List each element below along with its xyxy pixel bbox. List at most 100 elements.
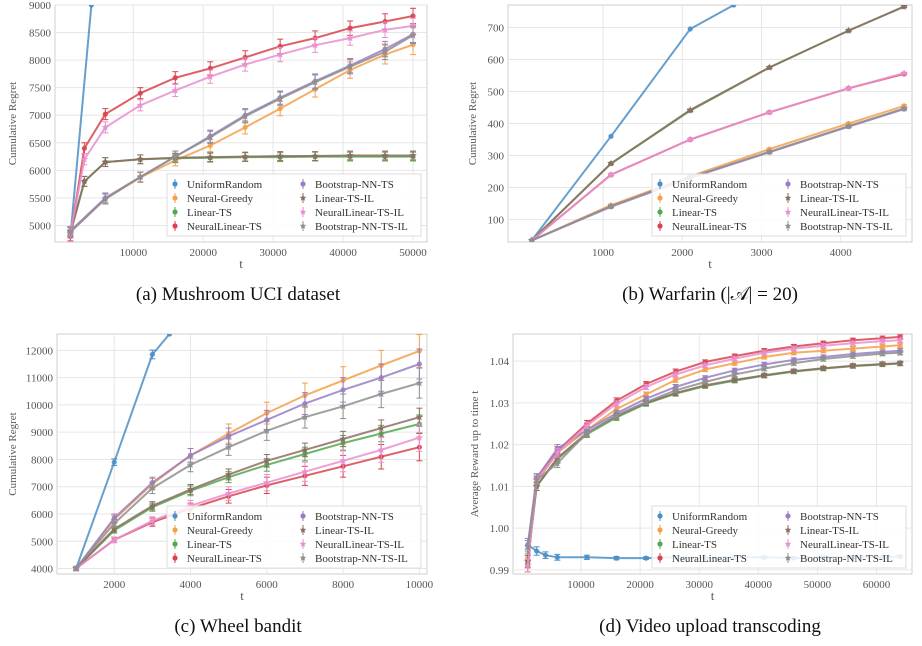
legend-swatch xyxy=(299,194,307,201)
data-point xyxy=(532,476,541,484)
data-point xyxy=(224,470,233,478)
data-point xyxy=(524,542,532,551)
legend-swatch xyxy=(657,541,663,547)
data-point xyxy=(263,456,271,465)
data-point xyxy=(790,344,798,352)
series-line xyxy=(531,5,735,242)
legend-entry: NeuralLinear-TS xyxy=(657,221,747,233)
data-point xyxy=(381,25,389,33)
data-point xyxy=(172,75,178,81)
legend-label: UniformRandom xyxy=(672,179,748,191)
data-point xyxy=(382,18,388,25)
legend-entry: UniformRandom xyxy=(172,179,263,191)
series-line xyxy=(75,334,171,569)
data-point xyxy=(607,159,615,167)
series-line xyxy=(531,107,905,242)
series-layer xyxy=(72,334,424,572)
legend-entry: UniformRandom xyxy=(657,179,748,191)
y-tick-label: 5000 xyxy=(29,220,52,232)
legend-box xyxy=(651,505,907,569)
legend-entry: Bootstrap-NN-TS xyxy=(785,179,879,191)
legend-entry: UniformRandom xyxy=(172,511,263,523)
x-axis-label: t xyxy=(708,256,712,271)
legend-entry: Bootstrap-NN-TS-IL xyxy=(299,553,408,565)
data-point xyxy=(584,554,590,560)
legend-swatch xyxy=(299,554,307,561)
data-point xyxy=(790,367,798,375)
legend-swatch xyxy=(657,513,663,519)
y-tick-label: 6000 xyxy=(31,509,54,521)
y-tick-label: 5000 xyxy=(31,536,54,548)
legend-swatch xyxy=(657,223,663,229)
legend-box xyxy=(651,173,907,237)
legend-entry: Bootstrap-NN-TS xyxy=(785,511,879,523)
series-line xyxy=(75,382,420,570)
legend-box xyxy=(166,505,422,569)
data-point xyxy=(849,339,857,347)
data-point xyxy=(553,459,562,467)
legend-label: Neural-Greedy xyxy=(672,525,738,537)
y-tick-label: 9000 xyxy=(29,0,52,12)
legend-entry: Bootstrap-NN-TS xyxy=(300,511,394,523)
data-point xyxy=(241,60,249,68)
y-axis-label: Cumulative Regret xyxy=(7,82,19,165)
x-tick-label: 50000 xyxy=(804,579,832,591)
x-tick-label: 60000 xyxy=(863,579,891,591)
data-point xyxy=(849,352,857,360)
legend-swatch xyxy=(784,194,792,201)
data-point xyxy=(686,106,694,114)
legend-entry: Linear-TS-IL xyxy=(299,525,374,537)
legend-swatch xyxy=(300,181,306,187)
data-point xyxy=(819,355,828,363)
legend-entry: NeuralLinear-TS-IL xyxy=(784,207,889,219)
series-line xyxy=(69,24,414,234)
data-point xyxy=(896,359,904,367)
series-bootstrap-nn-ts-il xyxy=(524,348,904,554)
y-tick-label: 300 xyxy=(488,151,505,163)
data-point xyxy=(760,371,768,379)
legend-swatch xyxy=(784,526,792,533)
y-tick-label: 4000 xyxy=(31,564,54,576)
x-tick-label: 4000 xyxy=(180,579,203,591)
legend-swatch xyxy=(784,540,792,547)
x-axis-label: t xyxy=(711,588,715,603)
data-point xyxy=(844,122,853,130)
legend-entry: Linear-TS xyxy=(657,207,717,219)
series-layer xyxy=(528,5,908,242)
data-point xyxy=(276,94,284,102)
legend-label: UniformRandom xyxy=(672,511,748,523)
y-tick-label: 10000 xyxy=(26,400,54,412)
y-tick-label: 1.02 xyxy=(490,440,509,452)
x-tick-label: 1000 xyxy=(592,247,615,259)
legend-label: Linear-TS xyxy=(672,539,717,551)
data-point xyxy=(263,478,271,486)
x-tick-label: 40000 xyxy=(329,247,357,259)
y-tick-label: 1.03 xyxy=(490,398,510,410)
series-neurallinear-ts xyxy=(67,7,417,242)
y-tick-label: 7000 xyxy=(29,110,52,122)
legend-label: Linear-TS-IL xyxy=(800,193,859,205)
legend-label: NeuralLinear-TS xyxy=(187,553,262,565)
y-tick-label: 1.04 xyxy=(490,356,510,368)
legend-swatch xyxy=(172,195,178,201)
x-tick-label: 30000 xyxy=(259,247,287,259)
data-point xyxy=(820,348,826,354)
legend-label: NeuralLinear-TS-IL xyxy=(315,539,404,551)
series-bootstrap-nn-ts-il xyxy=(66,26,417,237)
legend-label: Neural-Greedy xyxy=(672,193,738,205)
data-point xyxy=(415,433,424,441)
data-point xyxy=(844,84,853,92)
data-point xyxy=(900,69,908,77)
legend-label: Linear-TS xyxy=(187,207,232,219)
legend-swatch xyxy=(172,541,178,547)
data-point xyxy=(101,123,110,131)
series-layer xyxy=(66,5,417,242)
x-tick-label: 20000 xyxy=(626,579,654,591)
legend-label: Linear-TS-IL xyxy=(315,193,374,205)
legend-label: Linear-TS xyxy=(187,539,232,551)
legend: UniformRandom Neural-Greedy Linear-TS Neura… xyxy=(166,173,422,237)
legend-entry: Linear-TS-IL xyxy=(784,525,859,537)
data-point xyxy=(301,445,309,454)
legend-swatch xyxy=(657,527,663,533)
series-neurallinear-ts-il xyxy=(66,17,417,239)
